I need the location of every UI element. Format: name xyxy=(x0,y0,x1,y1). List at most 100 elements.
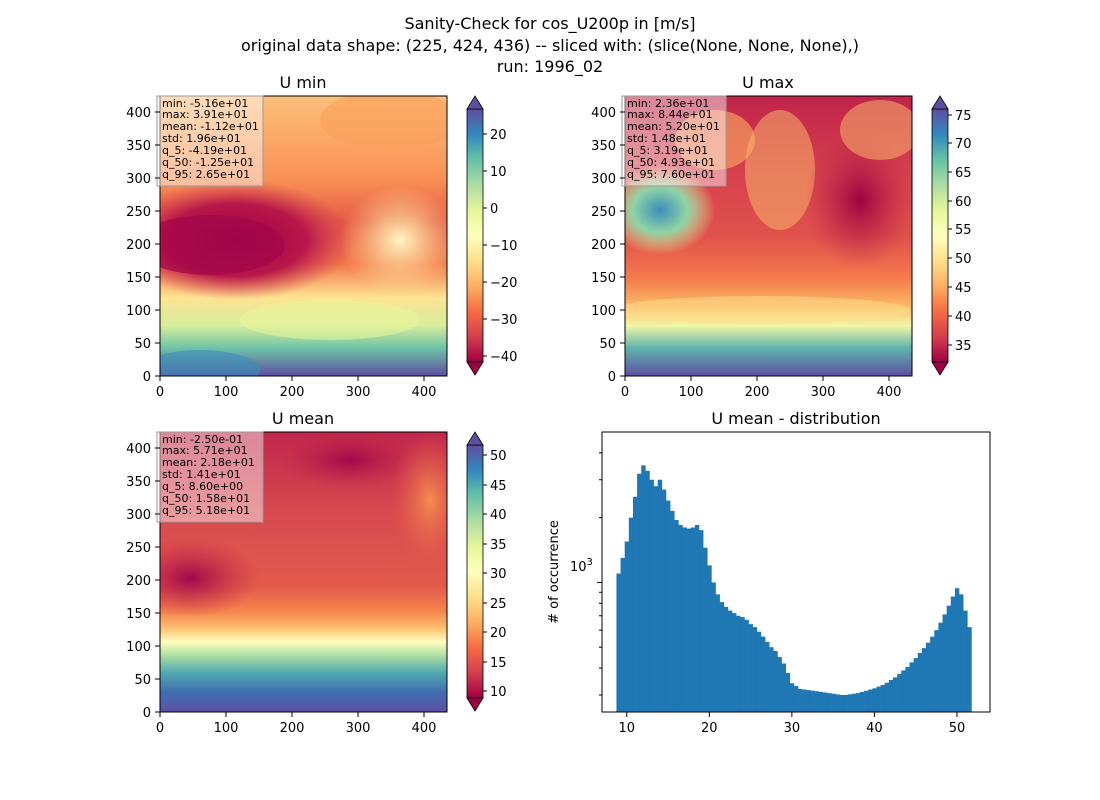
histogram-bar xyxy=(888,680,894,712)
histogram-bar xyxy=(926,642,931,712)
colorbar-tick-label: 20 xyxy=(490,128,507,143)
histogram-bar xyxy=(637,473,642,712)
histogram-bar xyxy=(818,691,824,712)
colorbar-tick-label: 65 xyxy=(955,166,972,181)
y-axis-distribution xyxy=(597,452,602,696)
histogram-bar xyxy=(831,693,836,712)
histogram-bar xyxy=(670,510,675,712)
x-tick-label: 20 xyxy=(701,721,718,736)
colorbar-tick-label: 30 xyxy=(490,567,507,582)
histogram-bar xyxy=(847,694,853,712)
stats-line: max: 5.71e+01 xyxy=(162,444,248,457)
x-tick-label: 100 xyxy=(214,721,239,736)
stats-line: min: -2.50e-01 xyxy=(162,433,243,446)
y-tick-label: 350 xyxy=(591,139,616,154)
y-tick-label: 100 xyxy=(126,640,151,655)
histogram-bar xyxy=(826,693,832,712)
histogram-bar xyxy=(699,530,704,712)
y-tick-label: 400 xyxy=(126,106,151,121)
x-tick-label: 400 xyxy=(412,385,437,400)
stats-line: min: -5.16e+01 xyxy=(162,97,248,110)
histogram-bar xyxy=(657,479,663,712)
colorbar-tick-label: 40 xyxy=(955,310,972,325)
stats-box-u-max: min: 2.36e+01 max: 8.44e+01 mean: 5.20e+… xyxy=(621,95,727,187)
y-tick-label: 200 xyxy=(126,238,151,253)
histogram-bar xyxy=(785,672,791,712)
stats-line: q_50: 1.58e+01 xyxy=(162,492,250,505)
histogram-bar xyxy=(934,630,939,712)
histogram-bar xyxy=(674,520,679,712)
histogram-bar xyxy=(864,690,869,712)
heatmap-u-mean xyxy=(160,432,447,712)
colorbar-tick-label: 55 xyxy=(955,223,972,238)
histogram-bar xyxy=(661,489,667,712)
histogram-bar xyxy=(880,684,886,712)
axes-frame xyxy=(624,95,913,377)
y-tick-exponent: 3 xyxy=(587,557,593,568)
x-tick-label: 300 xyxy=(811,385,836,400)
colorbar-tick-label: −30 xyxy=(490,313,517,328)
histogram-bar xyxy=(632,496,638,712)
histogram-bar xyxy=(872,688,877,712)
histogram-bar xyxy=(760,636,766,712)
histogram-bar xyxy=(901,670,906,712)
panel-u-min: U min min: -5.16e+01 max: 3.91e+01 mean:… xyxy=(126,73,517,400)
histogram-bar xyxy=(641,465,646,712)
stats-box-u-min: min: -5.16e+01 max: 3.91e+01 mean: -1.12… xyxy=(156,95,264,187)
histogram-bar xyxy=(789,683,795,712)
y-tick-label: 400 xyxy=(126,442,151,457)
y-tick-label: 250 xyxy=(591,205,616,220)
axes-frame xyxy=(159,95,448,377)
histogram-bar xyxy=(703,547,708,712)
histogram-bar xyxy=(835,694,840,712)
x-tick-label: 200 xyxy=(280,385,305,400)
stats-line: q_95: 2.65e+01 xyxy=(162,168,250,181)
stats-line: max: 3.91e+01 xyxy=(162,108,248,121)
y-tick-label: 103 xyxy=(570,557,593,575)
panel-title-u-mean: U mean xyxy=(272,409,334,428)
stats-line: mean: -1.12e+01 xyxy=(162,120,259,133)
y-tick-label: 150 xyxy=(126,271,151,286)
histogram-bar xyxy=(769,647,774,712)
y-tick-label: 0 xyxy=(143,370,151,385)
y-tick-label: 0 xyxy=(143,706,151,721)
histogram-bar xyxy=(665,500,671,712)
colorbar-u-max: 75 70 65 60 55 50 45 40 35 xyxy=(931,95,972,376)
y-tick-label: 150 xyxy=(591,271,616,286)
histogram-bar xyxy=(884,682,890,712)
histogram-bar xyxy=(909,662,914,712)
x-tick-label: 100 xyxy=(679,385,704,400)
histogram-bar xyxy=(678,524,683,712)
colorbar-tick-label: 60 xyxy=(955,195,972,210)
x-tick-label: 200 xyxy=(280,721,305,736)
x-axis-u-max: 0 100 200 300 400 xyxy=(621,376,902,400)
x-tick-label: 300 xyxy=(346,385,371,400)
y-tick-label: 100 xyxy=(126,304,151,319)
histogram-bar xyxy=(732,613,737,712)
y-tick-label: 200 xyxy=(126,574,151,589)
histogram-bar xyxy=(893,677,898,712)
colorbar-u-mean: 50 45 40 35 30 25 20 15 10 xyxy=(466,431,507,712)
panel-title-u-min: U min xyxy=(280,73,327,92)
x-tick-label: 400 xyxy=(412,721,437,736)
x-tick-label: 400 xyxy=(877,385,902,400)
histogram-bar xyxy=(839,694,844,712)
y-tick-label: 50 xyxy=(134,337,151,352)
stats-line: q_95: 7.60e+01 xyxy=(627,168,715,181)
histogram-bar xyxy=(719,602,725,712)
histogram-bar xyxy=(938,622,943,712)
x-tick-label: 40 xyxy=(866,721,883,736)
histogram-bar xyxy=(905,666,910,712)
stats-line: std: 1.41e+01 xyxy=(162,468,241,481)
histogram-bar xyxy=(868,689,873,712)
y-axis-u-min: 0 50 100 150 200 250 300 350 400 xyxy=(126,106,160,385)
stats-line: std: 1.48e+01 xyxy=(627,132,706,145)
colorbar-tick-label: 15 xyxy=(490,656,507,671)
histogram-bar xyxy=(921,648,927,712)
histogram-bar xyxy=(752,627,758,712)
histogram-bar xyxy=(930,636,935,712)
histogram-bar xyxy=(897,674,902,712)
histogram-bar xyxy=(744,619,749,712)
panel-title-distribution: U mean - distribution xyxy=(711,409,880,428)
